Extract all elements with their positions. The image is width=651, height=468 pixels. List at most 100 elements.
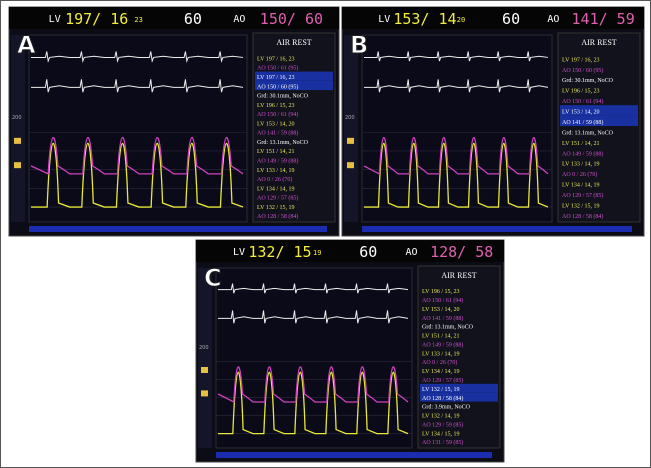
sidebar-entry: LV 134 / 15, 19 [422,431,460,437]
sidebar-entry: LV 133 / 14, 19 [422,351,460,357]
sidebar-entry: AO 149 / 59 (88) [257,157,298,164]
ao-label: AO [233,14,245,25]
sidebar-entry: AO 150 / 61 (95) [257,65,298,72]
sidebar-entry: AO 150 / 61 (94) [422,297,463,304]
panel-label: B [350,31,368,59]
scale-label: 200 [12,115,22,121]
sidebar-title: AIR REST [276,38,311,47]
sidebar-entry: AO 128 / 58 (84) [562,213,603,220]
side-strip [198,268,212,448]
sidebar-entry: AO 150 / 60 (95) [562,67,603,74]
sidebar-entry: LV 196 / 15, 23 [422,289,460,295]
ao-pressure: 141/ 59 [572,10,635,28]
sidebar-entry: LV 134 / 14, 19 [422,369,460,375]
sidebar-entry: LV 153 / 14, 20 [422,307,460,313]
sidebar-entry: AO 149 / 59 (88) [562,150,603,157]
sidebar-entry: AO 0 / 26 (70) [257,176,292,183]
lv-extra: 20 [457,16,465,24]
lv-extra: 19 [313,249,321,257]
panel-label: A [17,31,36,59]
heart-rate: 60 [359,243,377,261]
sidebar-entry: AO 128 / 58 (84) [422,395,463,402]
heart-rate: 60 [184,10,202,28]
sidebar-entry: LV 196 / 15, 23 [257,103,295,109]
sidebar-entry: LV 197 / 16, 23 [257,56,295,62]
trace-area [216,268,412,448]
sidebar-title: AIR REST [581,38,616,47]
lv-label: LV [233,247,245,258]
sidebar-entry: Grd: 30.1mm, NoCO [257,94,309,100]
sidebar-entry: AO 150 / 61 (94) [562,98,603,105]
sidebar-entry: AO 141 / 59 (88) [422,315,463,322]
bottom-bar [362,226,632,232]
strip-icon [347,138,354,144]
ao-pressure: 128/ 58 [430,243,493,261]
ao-label: AO [547,14,559,25]
sidebar-entry: Grd: 3.9mm, NoCO [422,405,471,411]
sidebar-entry: Grd: 30.1mm, NoCO [562,78,614,84]
sidebar-entry: LV 197 / 16, 23 [562,57,600,63]
lv-label: LV [49,14,61,25]
sidebar-entry: LV 132 / 15, 19 [257,205,295,211]
bottom-bar [216,452,492,458]
ao-pressure: 150/ 60 [260,10,323,28]
strip-icon [347,162,354,168]
strip-icon [14,162,21,168]
monitor-panel: LV 197/ 16 23 60 AO 150/ 60 200 AIR REST LV 197 … [9,7,339,236]
trace-area [362,35,552,222]
sidebar-entry: AO 141 / 59 (88) [257,130,298,137]
strip-icon [201,367,208,373]
scale-label: 200 [199,345,209,351]
sidebar-entry: LV 151 / 14, 21 [257,149,295,155]
strip-icon [201,390,208,396]
sidebar-entry: AO 141 / 59 (88) [562,119,603,126]
sidebar-entry: AO 129 / 57 (85) [422,377,463,384]
sidebar-entry: LV 132 / 15, 19 [562,203,600,209]
sidebar-entry: LV 196 / 15, 23 [562,89,600,95]
sidebar-entry: AO 0 / 26 (70) [422,359,457,366]
lv-pressure: 197/ 16 [65,10,128,28]
sidebar-entry: Grd: 13.1mm, NoCO [422,325,474,331]
sidebar-entry: AO 129 / 57 (85) [562,192,603,199]
sidebar-entry: LV 133 / 14, 19 [257,168,295,174]
sidebar-entry: AO 150 / 61 (94) [257,111,298,118]
sidebar-entry: LV 197 / 16, 23 [257,75,295,81]
side-strip [11,35,25,222]
ao-label: AO [405,247,417,258]
strip-icon [14,138,21,144]
lv-label: LV [378,14,390,25]
sidebar-entry: LV 132 / 14, 19 [422,414,460,420]
sidebar-entry: LV 151 / 14, 21 [422,334,460,340]
figure: LV 197/ 16 23 60 AO 150/ 60 200 AIR REST LV 197 … [0,0,651,468]
sidebar-entry: Grd: 13.1mm, NoCO [257,140,309,146]
heart-rate: 60 [502,10,520,28]
lv-pressure: 153/ 14 [393,10,456,28]
bottom-bar [29,226,327,232]
sidebar-entry: Grd: 13.1mm, NoCO [562,130,614,136]
sidebar-entry: LV 151 / 14, 21 [562,141,600,147]
sidebar-entry: AO 149 / 59 (88) [422,341,463,348]
side-strip [344,35,358,222]
sidebar-entry: AO 129 / 59 (85) [422,421,463,428]
sidebar-entry: AO 131 / 59 (85) [422,439,463,446]
sidebar-entry: AO 129 / 57 (85) [257,195,298,202]
scale-label: 200 [345,115,355,121]
lv-extra: 23 [134,16,142,24]
sidebar-entry: AO 0 / 26 (70) [562,171,597,178]
sidebar-entry: LV 132 / 15, 19 [422,387,460,393]
sidebar-entry: LV 134 / 14, 19 [562,183,600,189]
sidebar-entry: AO 150 / 60 (95) [257,83,298,90]
sidebar-entry: AO 128 / 58 (84) [257,213,298,220]
lv-pressure: 132/ 15 [248,243,311,261]
sidebar-entry: LV 153 / 14, 20 [257,121,295,127]
page-body: LV 197/ 16 23 60 AO 150/ 60 200 AIR REST LV 197 … [0,0,651,468]
trace-area [29,35,247,222]
sidebar-title: AIR REST [441,271,476,280]
page: {"panels": [ {"label": "A", "header": {"… [0,0,651,468]
sidebar-entry: LV 134 / 14, 19 [257,186,295,192]
sidebar-entry: LV 133 / 14, 19 [562,162,600,168]
sidebar-entry: LV 153 / 14, 20 [562,110,600,116]
panel-label: C [204,264,222,292]
